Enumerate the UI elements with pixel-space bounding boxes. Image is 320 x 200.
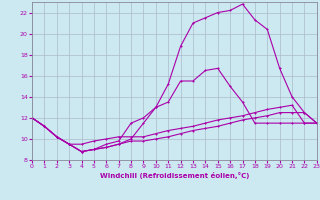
X-axis label: Windchill (Refroidissement éolien,°C): Windchill (Refroidissement éolien,°C) <box>100 172 249 179</box>
